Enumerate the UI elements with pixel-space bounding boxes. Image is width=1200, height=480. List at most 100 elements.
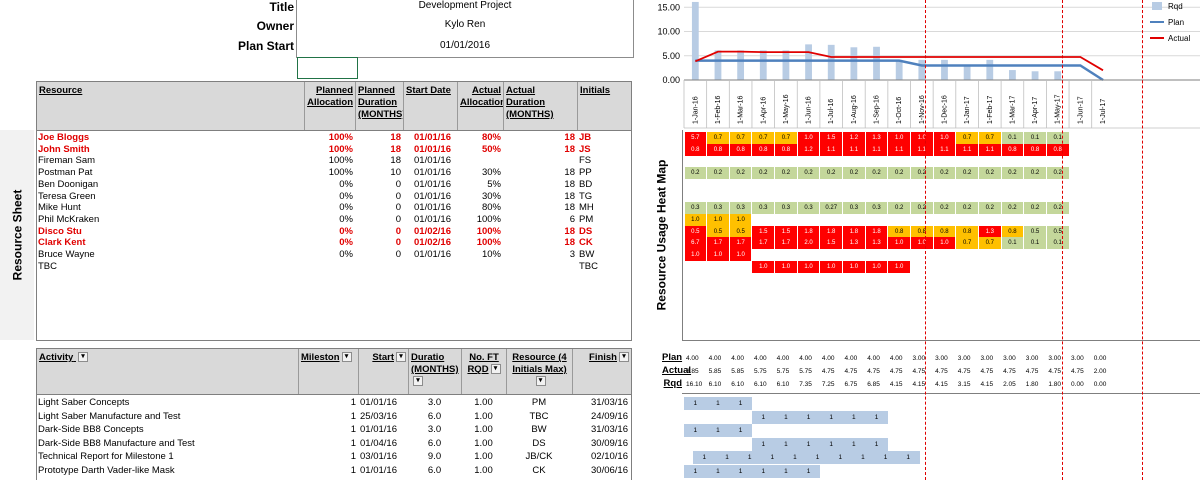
activity-cell-start[interactable]: 01/01/16	[360, 424, 397, 435]
resource-cell-pd[interactable]: 0	[395, 249, 401, 260]
resource-row[interactable]: Joe Bloggs 100% 18 01/01/16 80% 18 JB	[36, 132, 630, 144]
resource-cell-pa[interactable]: 0%	[339, 213, 353, 225]
resource-cell-ini[interactable]: FS	[579, 155, 592, 167]
activity-cell-ft[interactable]: 1.00	[474, 410, 493, 422]
resource-cell-sd[interactable]	[403, 261, 457, 273]
resource-cell-name[interactable]: Phil McKraken	[38, 213, 100, 225]
col-resource-initials[interactable]: Resource (4 Initials Max)▾	[507, 349, 573, 394]
resource-cell-ad[interactable]: 18	[564, 178, 575, 190]
resource-cell-pd[interactable]: 18	[390, 155, 401, 167]
resource-cell-ini[interactable]: BD	[579, 178, 593, 190]
resource-cell-pd[interactable]: 0	[395, 213, 401, 225]
activity-cell-name[interactable]: Dark-Side BB8 Concepts	[38, 424, 144, 435]
plan-start-value[interactable]: 01/01/2016	[439, 40, 491, 51]
resource-cell-ini[interactable]: DS	[579, 225, 593, 237]
activity-cell-ms[interactable]: 1	[350, 424, 356, 435]
activity-cell-ft[interactable]: 1.00	[474, 424, 493, 435]
resource-cell-ini[interactable]: BW	[579, 249, 595, 260]
activity-cell-dur[interactable]: 6.0	[427, 410, 442, 422]
resource-row[interactable]: Clark Kent 0% 0 01/02/16 100% 18 CK	[36, 237, 630, 249]
activity-cell-ms[interactable]: 1	[350, 451, 356, 462]
resource-cell-name[interactable]: Ben Doonigan	[38, 178, 99, 190]
resource-cell-pa[interactable]: 100%	[328, 155, 353, 167]
resource-cell-pa[interactable]: 100%	[328, 143, 353, 155]
resource-cell-aa[interactable]: 100%	[476, 225, 501, 237]
resource-cell-aa[interactable]: 80%	[481, 202, 501, 214]
resource-cell-ad[interactable]	[503, 155, 577, 167]
resource-cell-ad[interactable]: 3	[569, 249, 575, 260]
resource-cell-pd[interactable]: 18	[390, 143, 401, 155]
activity-cell-ms[interactable]: 1	[350, 397, 356, 408]
col-milestone[interactable]: Mileston ▾	[299, 349, 359, 394]
activity-cell-name[interactable]: Light Saber Manufacture and Test	[38, 410, 181, 422]
activity-cell-ft[interactable]: 1.00	[474, 397, 493, 408]
resource-cell-ad[interactable]: 18	[564, 202, 575, 214]
resource-cell-aa[interactable]: 30%	[481, 167, 501, 179]
resource-cell-sd[interactable]: 01/01/16	[414, 143, 451, 155]
resource-cell-aa[interactable]: 30%	[481, 190, 501, 202]
col-no-ft[interactable]: No. FT RQD ▾	[462, 349, 507, 394]
resource-cell-aa[interactable]: 5%	[487, 178, 501, 190]
activity-row[interactable]: Prototype Darth Vader-like Mask 1 01/01/16…	[36, 465, 630, 478]
filter-dropdown-icon[interactable]: ▾	[535, 376, 546, 387]
resource-cell-pd[interactable]: 0	[395, 225, 401, 237]
resource-cell-sd[interactable]: 01/02/16	[414, 237, 451, 249]
resource-cell-pa[interactable]: 0%	[339, 178, 353, 190]
resource-cell-aa[interactable]: 80%	[481, 132, 501, 143]
activity-cell-start[interactable]: 01/04/16	[360, 437, 397, 449]
resource-cell-ad[interactable]	[503, 261, 577, 273]
resource-cell-ini[interactable]: JS	[579, 143, 591, 155]
activity-cell-dur[interactable]: 6.0	[427, 464, 442, 476]
resource-cell-name[interactable]: Postman Pat	[38, 167, 93, 179]
activity-cell-start[interactable]: 01/01/16	[360, 397, 397, 408]
activity-cell-dur[interactable]: 3.0	[427, 397, 442, 408]
col-activity[interactable]: Activity ▾	[37, 349, 299, 394]
resource-cell-pa[interactable]: 0%	[339, 202, 353, 214]
resource-cell-sd[interactable]: 01/01/16	[414, 213, 451, 225]
resource-cell-sd[interactable]: 01/01/16	[414, 190, 451, 202]
activity-cell-name[interactable]: Prototype Darth Vader-like Mask	[38, 464, 175, 476]
resource-cell-sd[interactable]: 01/01/16	[414, 155, 451, 167]
resource-cell-pd[interactable]	[355, 261, 403, 273]
activity-cell-name[interactable]: Light Saber Concepts	[38, 397, 130, 408]
resource-cell-pa[interactable]: 100%	[328, 167, 353, 179]
resource-cell-name[interactable]: Fireman Sam	[38, 155, 96, 167]
activity-cell-name[interactable]: Dark-Side BB8 Manufacture and Test	[38, 437, 195, 449]
resource-cell-name[interactable]: John Smith	[38, 143, 90, 155]
filter-dropdown-icon[interactable]: ▾	[396, 352, 406, 363]
resource-cell-pa[interactable]: 0%	[339, 249, 353, 260]
resource-cell-aa[interactable]: 10%	[481, 249, 501, 260]
resource-row[interactable]: Phil McKraken 0% 0 01/01/16 100% 6 PM	[36, 214, 630, 226]
resource-cell-aa[interactable]: 100%	[476, 213, 501, 225]
activity-cell-res[interactable]: TBC	[529, 410, 549, 422]
resource-cell-ad[interactable]: 18	[564, 225, 575, 237]
resource-cell-ini[interactable]: PP	[579, 167, 592, 179]
resource-cell-ini[interactable]: TBC	[579, 260, 598, 272]
resource-cell-sd[interactable]: 01/01/16	[414, 178, 451, 190]
resource-cell-pd[interactable]: 0	[395, 178, 401, 190]
resource-row[interactable]: Mike Hunt 0% 0 01/01/16 80% 18 MH	[36, 202, 630, 214]
resource-cell-ini[interactable]: PM	[579, 213, 594, 225]
resource-row[interactable]: John Smith 100% 18 01/01/16 50% 18 JS	[36, 144, 630, 156]
activity-cell-res[interactable]: CK	[532, 464, 546, 476]
filter-dropdown-icon[interactable]: ▾	[490, 364, 501, 375]
resource-cell-pa[interactable]: 0%	[339, 237, 353, 249]
resource-cell-name[interactable]: Disco Stu	[38, 225, 82, 237]
resource-cell-name[interactable]: Teresa Green	[38, 190, 96, 202]
resource-cell-aa[interactable]	[457, 155, 503, 167]
resource-cell-ad[interactable]: 18	[564, 167, 575, 179]
resource-cell-ad[interactable]: 18	[564, 143, 575, 155]
resource-cell-pd[interactable]: 10	[390, 167, 401, 179]
selected-cell[interactable]	[297, 57, 358, 79]
col-start[interactable]: Start ▾	[359, 349, 409, 394]
resource-cell-sd[interactable]: 01/01/16	[414, 202, 451, 214]
resource-cell-aa[interactable]	[457, 261, 503, 273]
filter-dropdown-icon[interactable]: ▾	[341, 352, 352, 363]
filter-dropdown-icon[interactable]: ▾	[413, 376, 423, 387]
activity-cell-fin[interactable]: 31/03/16	[591, 397, 628, 408]
activity-cell-name[interactable]: Technical Report for Milestone 1	[38, 451, 174, 462]
resource-cell-ini[interactable]: TG	[579, 190, 593, 202]
activity-cell-fin[interactable]: 02/10/16	[591, 451, 628, 462]
resource-row[interactable]: Fireman Sam 100% 18 01/01/16 FS	[36, 155, 630, 167]
resource-cell-sd[interactable]: 01/01/16	[414, 132, 451, 143]
